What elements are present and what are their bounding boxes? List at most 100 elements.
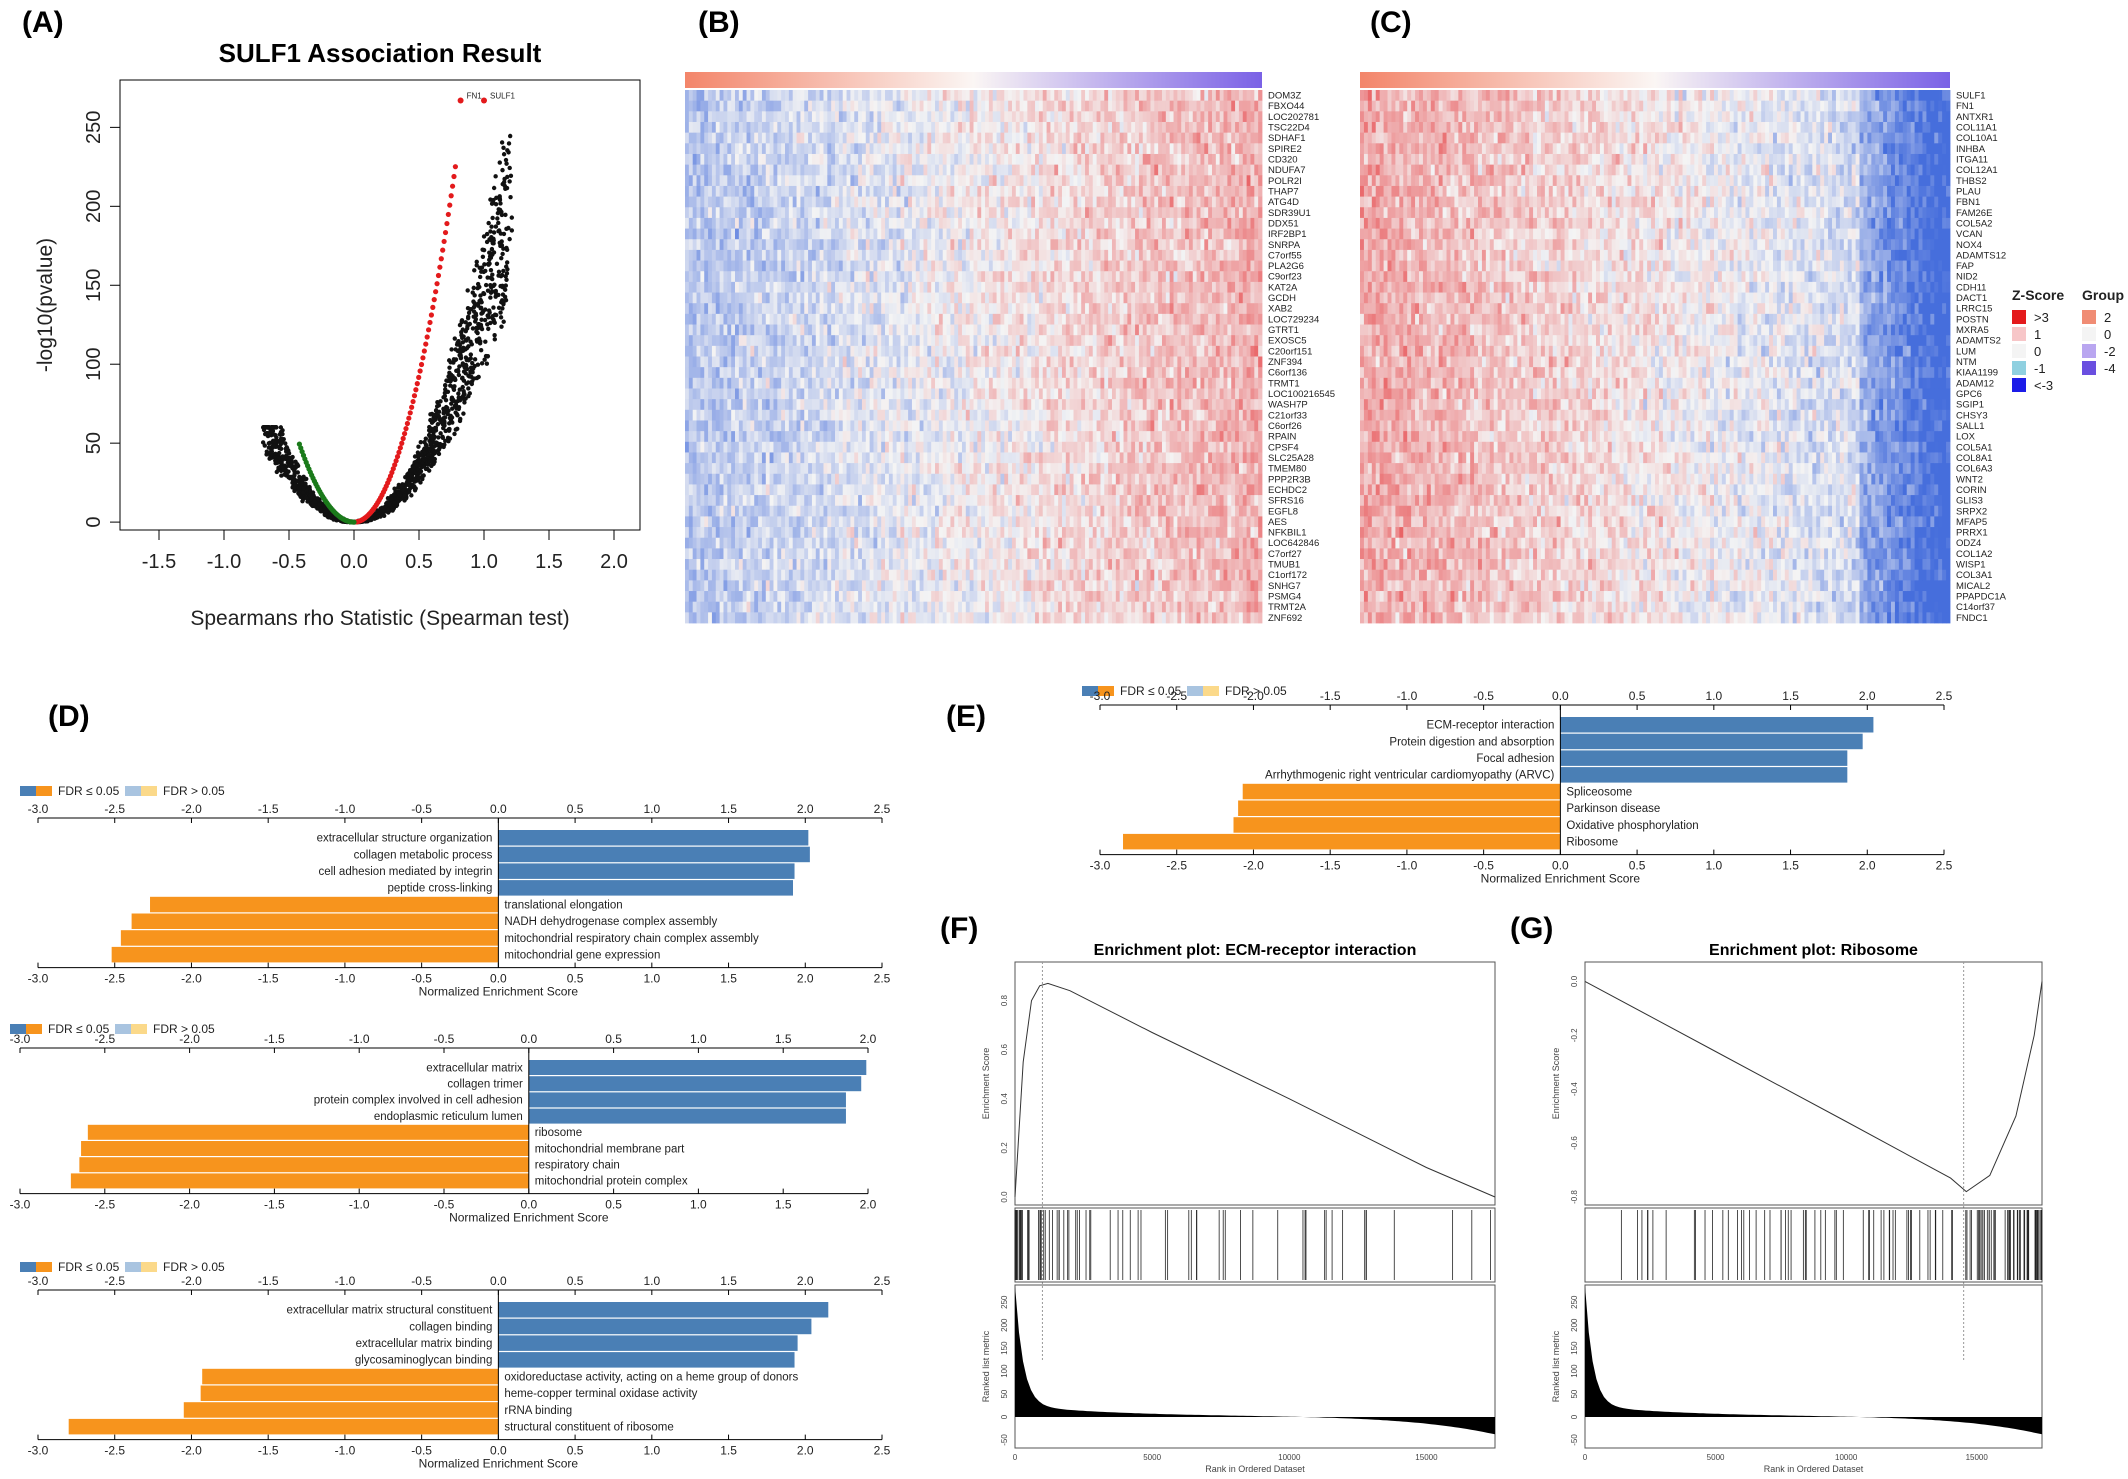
heatmap-cell [711, 335, 717, 347]
heatmap-cell [808, 505, 813, 517]
heatmap-cell [796, 548, 801, 560]
heatmap-cell [777, 473, 782, 485]
heatmap-cell [935, 345, 940, 357]
panel-a-point [494, 261, 500, 266]
heatmap-cell [746, 164, 751, 176]
panel-a-point [498, 283, 503, 289]
heatmap-cell [792, 505, 797, 517]
heatmap-cell [904, 324, 909, 336]
heatmap-cell [900, 473, 905, 485]
heatmap-cell [838, 409, 844, 421]
panel-a-point [449, 401, 454, 406]
heatmap-cell [923, 473, 928, 485]
heatmap-cell [815, 345, 821, 357]
heatmap-cell [761, 463, 767, 475]
heatmap-cell [719, 260, 724, 272]
heatmap-cell [931, 153, 936, 166]
heatmap-cell [708, 559, 713, 571]
heatmap-cell [761, 356, 767, 368]
heatmap-cell [846, 239, 851, 251]
heatmap-cell [919, 303, 924, 315]
heatmap-cell [823, 153, 828, 166]
heatmap-cell [885, 356, 890, 368]
heatmap-cell [885, 580, 890, 592]
heatmap-cell [842, 559, 847, 571]
heatmap-cell [692, 559, 697, 571]
heatmap-cell [927, 153, 932, 166]
heatmap-cell [773, 303, 778, 315]
heatmap-cell [927, 591, 932, 603]
heatmap-cell [781, 100, 786, 112]
heatmap-cell [915, 313, 921, 325]
heatmap-cell [861, 143, 867, 155]
heatmap-cell [854, 516, 859, 528]
heatmap-cell [796, 207, 801, 219]
heatmap-cell [831, 143, 836, 155]
heatmap-cell [688, 207, 694, 219]
heatmap-cell [692, 175, 697, 187]
heatmap-cell [738, 111, 744, 123]
heatmap-cell [911, 239, 917, 251]
heatmap-cell [827, 516, 832, 528]
heatmap-cell [685, 388, 690, 400]
heatmap-cell [704, 196, 709, 208]
heatmap-cell [888, 484, 894, 496]
heatmap-cell [715, 260, 721, 272]
heatmap-cell [846, 175, 851, 187]
heatmap-cell [861, 409, 867, 421]
heatmap-cell [888, 388, 894, 400]
heatmap-cell [723, 377, 728, 389]
heatmap-cell [823, 271, 828, 283]
panel-a-point [447, 426, 452, 432]
heatmap-cell [777, 217, 782, 229]
heatmap-cell [769, 591, 774, 603]
heatmap-cell [808, 484, 813, 496]
heatmap-cell [838, 484, 844, 496]
heatmap-cell [761, 473, 767, 485]
heatmap-cell [873, 548, 878, 560]
heatmap-cell [773, 90, 778, 102]
heatmap-cell [792, 228, 797, 240]
heatmap-cell [719, 591, 724, 603]
panel-a-point [501, 180, 507, 185]
heatmap-cell [738, 153, 744, 166]
heatmap-cell [858, 420, 863, 432]
heatmap-cell [750, 271, 755, 283]
heatmap-cell [754, 111, 759, 123]
heatmap-cell [750, 601, 755, 613]
heatmap-cell [881, 303, 886, 315]
heatmap-cell [835, 100, 840, 112]
heatmap-cell [823, 420, 828, 432]
heatmap-cell [800, 388, 805, 400]
heatmap-cell [727, 217, 732, 229]
heatmap-cell [785, 559, 790, 571]
heatmap-cell [811, 452, 817, 464]
heatmap-cell [919, 111, 924, 123]
heatmap-cell [754, 239, 759, 251]
heatmap-cell [861, 239, 867, 251]
heatmap-cell [731, 409, 736, 421]
heatmap-cell [738, 356, 744, 368]
heatmap-cell [781, 473, 786, 485]
heatmap-cell [761, 132, 767, 144]
heatmap-cell [800, 324, 805, 336]
heatmap-cell [715, 516, 721, 528]
heatmap-cell [735, 153, 740, 166]
heatmap-cell [750, 388, 755, 400]
heatmap-cell [742, 196, 747, 208]
heatmap-cell [892, 431, 897, 443]
heatmap-cell [892, 175, 897, 187]
heatmap-cell [800, 121, 805, 134]
heatmap-cell [788, 473, 794, 485]
heatmap-cell [850, 537, 855, 549]
heatmap-cell [885, 367, 890, 379]
heatmap-cell [908, 292, 913, 304]
heatmap-cell [777, 559, 782, 571]
heatmap-cell [769, 409, 774, 421]
heatmap-cell [861, 249, 867, 261]
heatmap-cell [688, 239, 694, 251]
heatmap-cell [931, 313, 936, 325]
heatmap-cell [888, 313, 894, 325]
heatmap-cell [885, 559, 890, 571]
heatmap-cell [873, 367, 878, 379]
